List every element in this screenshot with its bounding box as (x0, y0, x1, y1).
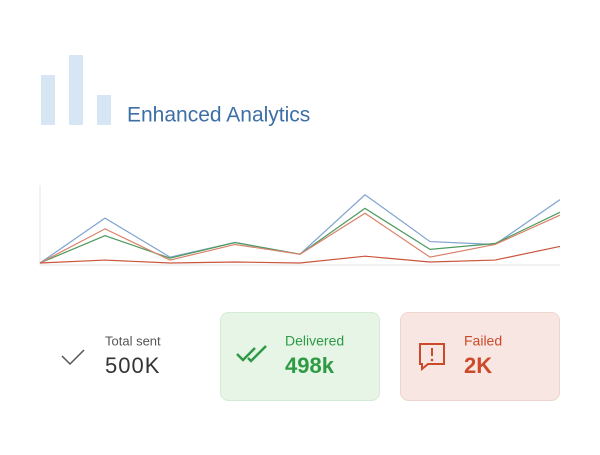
series-line (39, 212, 561, 264)
series-line (39, 245, 561, 264)
stat-label: Total sent (105, 333, 161, 348)
check-icon (61, 349, 85, 366)
failed-card (400, 312, 560, 401)
title: Enhanced Analytics (127, 104, 310, 127)
stat-value: 498k (285, 353, 335, 378)
stat-label: Failed (464, 333, 502, 349)
logo-bar (69, 55, 83, 125)
delivered-card (220, 312, 380, 401)
logo-bar (41, 75, 55, 125)
alert-icon (419, 343, 445, 372)
plot (39, 193, 561, 264)
double-check-icon (236, 345, 267, 363)
alert-icon (430, 358, 434, 362)
stat-value: 2K (464, 353, 492, 378)
stat-label: Delivered (285, 333, 344, 349)
stat-value: 500K (105, 353, 160, 378)
series-line (39, 193, 561, 264)
logo-bar (97, 95, 111, 125)
